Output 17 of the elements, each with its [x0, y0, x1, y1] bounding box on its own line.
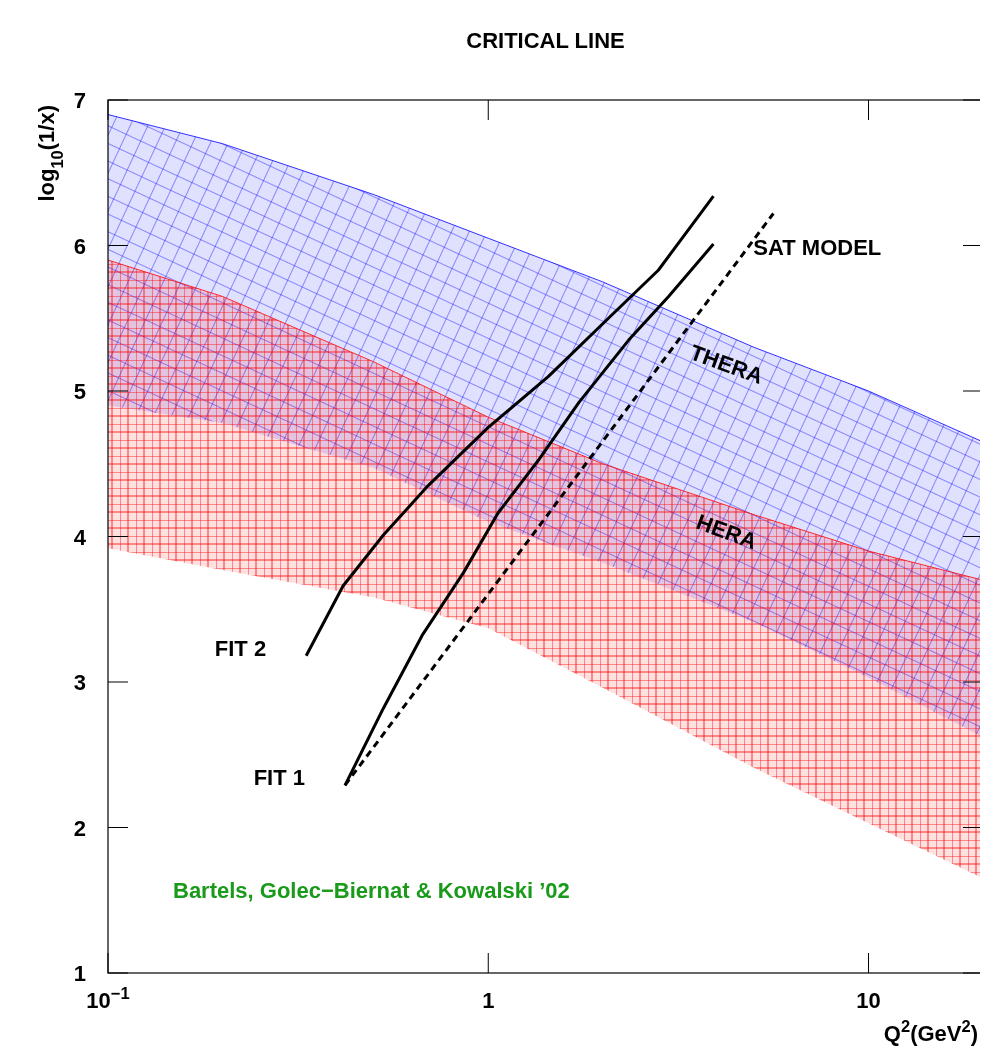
annotation: Bartels, Golec−Biernat & Kowalski ’02 [173, 878, 570, 903]
series-label: FIT 2 [214, 635, 267, 661]
x-tick-label: 1 [482, 988, 495, 1013]
series-label: SAT MODEL [753, 235, 882, 261]
y-tick-label: 3 [73, 670, 86, 695]
y-tick-label: 7 [73, 88, 86, 113]
x-tick-label: 10$^{−1}$ [86, 984, 130, 1013]
y-tick-label: 4 [73, 524, 87, 550]
text: HERA [693, 509, 761, 555]
x-tick-label: 10 [856, 988, 881, 1013]
series-label: FIT 1 [253, 765, 305, 791]
chart-title: CRITICAL LINE [466, 28, 625, 53]
y-tick-label: 6 [73, 233, 86, 259]
y-tick-label: 1 [73, 961, 86, 986]
y-tick-label: 5 [73, 379, 86, 404]
y-tick-label: 2 [73, 815, 86, 841]
x-axis-title: Q$^{2}$(GeV$^{2}$) [883, 1017, 978, 1046]
